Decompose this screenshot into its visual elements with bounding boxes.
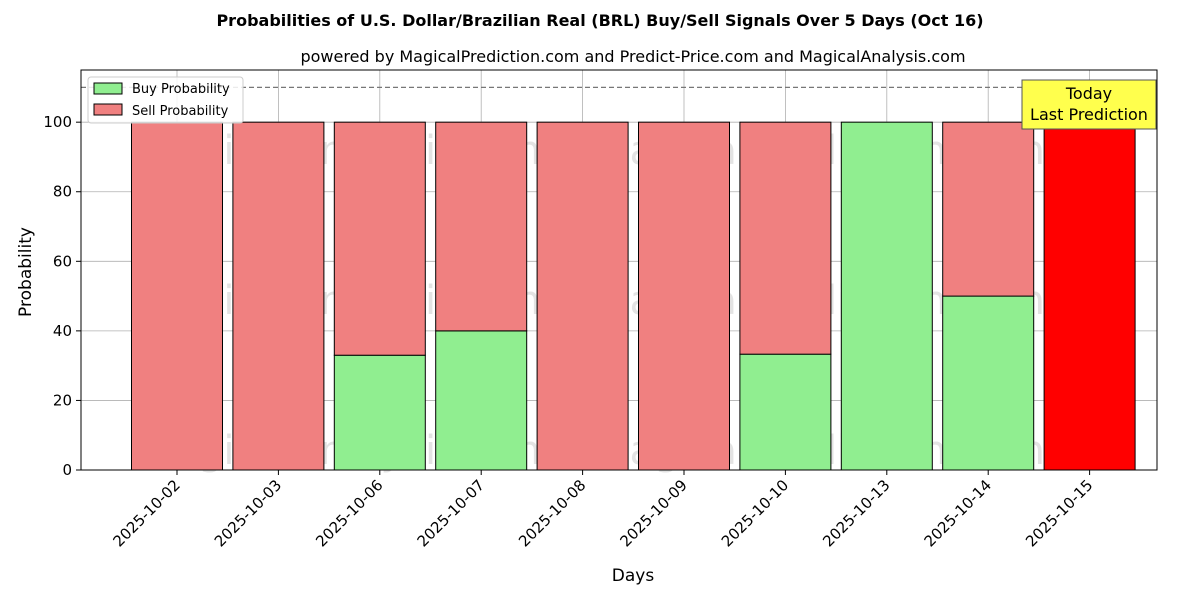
annotation-box [1021, 79, 1157, 130]
legend: Buy Probability Sell Probability [87, 76, 244, 124]
annotation-line-last-prediction: Last Prediction [1030, 105, 1148, 124]
legend-label-buy: Buy Probability [132, 82, 230, 97]
y-tick-label: 20 [53, 391, 72, 409]
bar-sell [942, 121, 1035, 297]
x-tick-label: 2025-10-14 [921, 476, 995, 550]
bar-sell [333, 121, 426, 356]
bar-sell [435, 121, 528, 332]
legend-box [87, 76, 244, 124]
bar-sell [131, 121, 223, 471]
x-tick-label: 2025-10-13 [819, 476, 893, 550]
x-tick-label: 2025-10-02 [109, 476, 183, 550]
bars [131, 121, 1136, 471]
x-tick-label: 2025-10-15 [1022, 476, 1096, 550]
x-tick-label: 2025-10-09 [616, 476, 690, 550]
bar-sell [536, 121, 629, 471]
bar-sell [232, 121, 325, 471]
x-tick-label: 2025-10-07 [414, 476, 488, 550]
bar-buy [840, 121, 933, 471]
legend-swatch-buy [93, 82, 123, 95]
y-axis-label: Probability [16, 227, 36, 317]
x-axis-label: Days [612, 566, 655, 586]
y-axis-ticks: 0 20 40 60 80 100 [43, 113, 81, 479]
y-tick-label: 60 [53, 252, 72, 270]
x-tick-label: 2025-10-06 [312, 476, 386, 550]
bar-buy [739, 353, 832, 471]
bar-buy [942, 295, 1035, 471]
legend-label-sell: Sell Probability [132, 104, 229, 119]
x-tick-label: 2025-10-03 [211, 476, 285, 550]
x-axis-ticks: 2025-10-02 2025-10-03 2025-10-06 2025-10-07… [109, 470, 1096, 550]
y-tick-label: 40 [53, 322, 72, 340]
chart-subtitle: powered by MagicalPrediction.com and Pre… [300, 47, 965, 66]
plot-frame [80, 69, 1158, 471]
bar-buy [435, 330, 528, 471]
today-annotation: Today Last Prediction [1021, 79, 1157, 130]
annotation-line-today: Today [1065, 84, 1112, 103]
bar-sell [638, 121, 730, 471]
chart-title: Probabilities of U.S. Dollar/Brazilian R… [216, 11, 983, 30]
bar-sell [739, 121, 832, 355]
y-tick-label: 80 [53, 183, 72, 201]
bar-buy [333, 354, 426, 471]
legend-swatch-sell [93, 103, 123, 116]
bar-sell-today [1043, 121, 1136, 471]
x-tick-label: 2025-10-10 [718, 476, 792, 550]
y-tick-label: 0 [62, 461, 72, 479]
y-tick-label: 100 [43, 113, 72, 131]
x-tick-label: 2025-10-08 [515, 476, 589, 550]
